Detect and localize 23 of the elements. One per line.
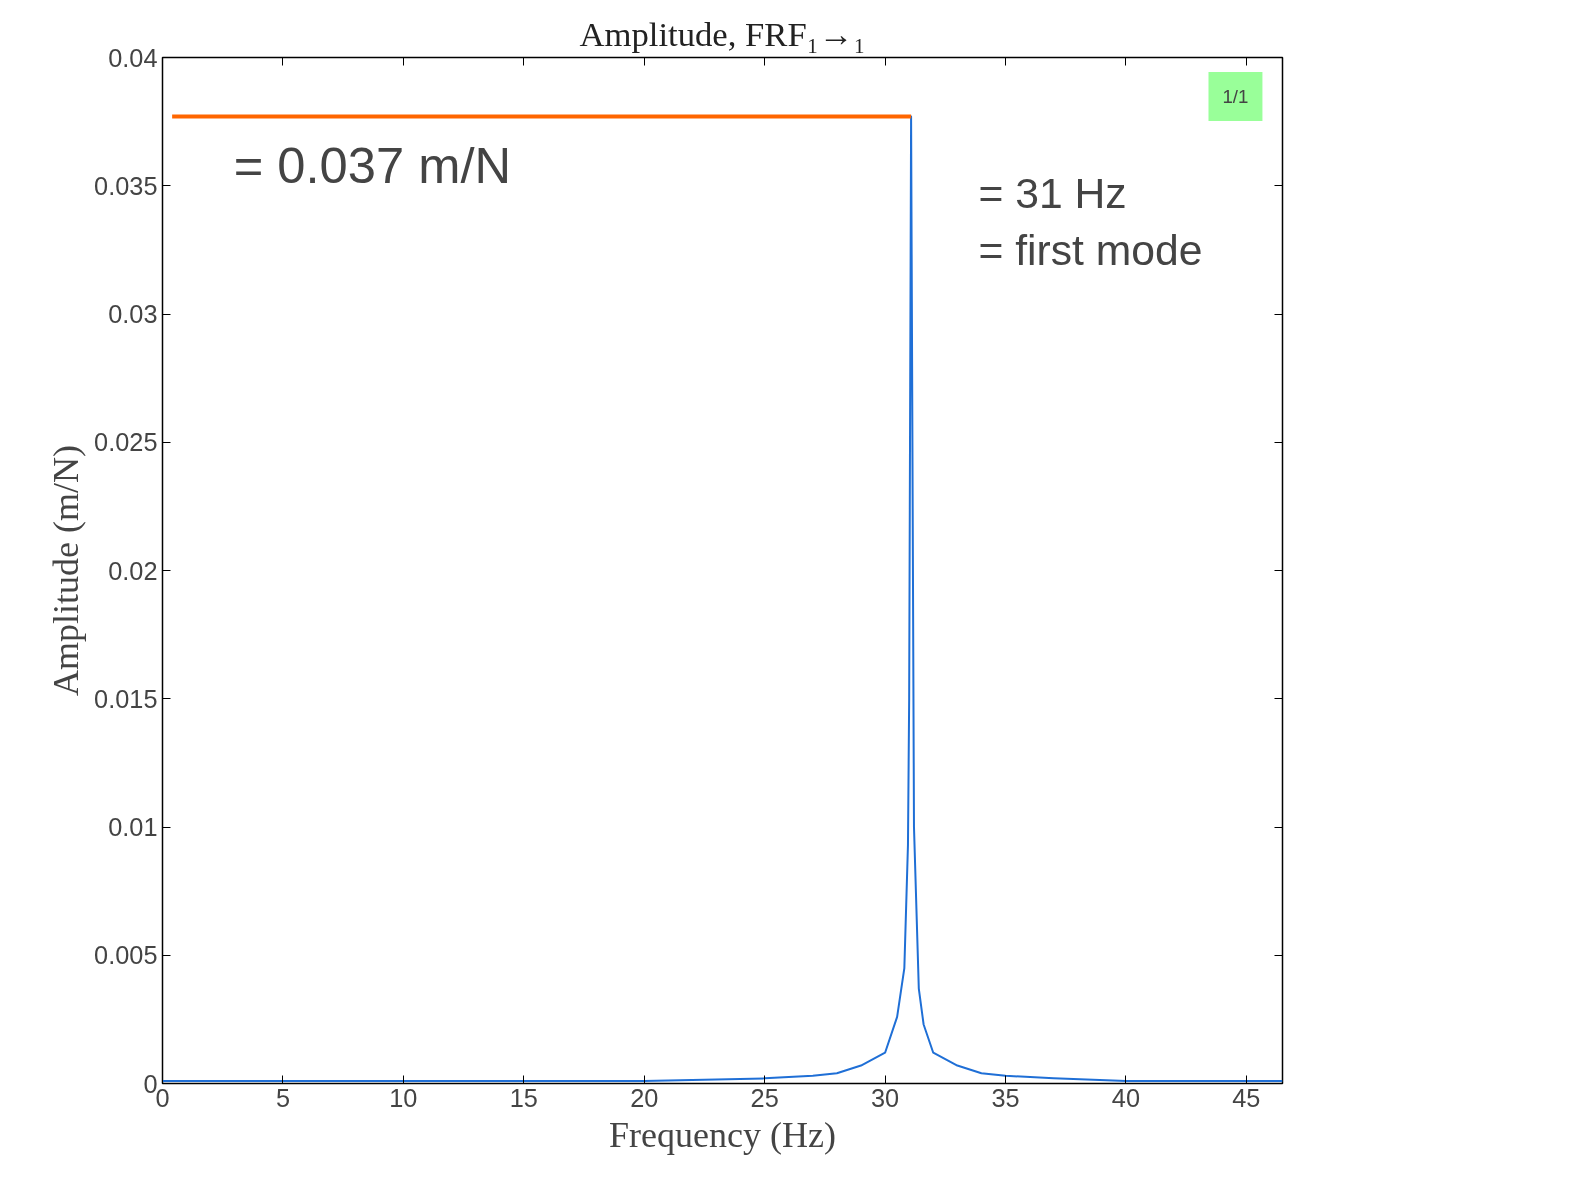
x-tick-label: 40	[1111, 1083, 1141, 1112]
x-tick-label: 15	[509, 1083, 538, 1112]
y-axis-title: Amplitude (m/N)	[46, 445, 87, 696]
y-tick-label: 0.01	[108, 813, 158, 841]
y-tick-label: 0.02	[108, 556, 158, 585]
chart-title: Amplitude, FRF₁→₁	[579, 14, 866, 53]
y-tick-label: 0.04	[108, 43, 158, 72]
y-tick-label: 0.015	[94, 684, 158, 713]
y-tick-label: 0.005	[94, 941, 158, 970]
annotation: = 31 Hz = first mode	[978, 168, 1203, 275]
x-tick-label: 35	[991, 1083, 1020, 1112]
annotation: = 0.037 m/N	[233, 136, 512, 194]
x-tick-label: 30	[870, 1083, 900, 1112]
x-tick-label: 45	[1232, 1083, 1261, 1112]
y-tick-label: 0.025	[94, 428, 158, 457]
y-tick-label: 0.03	[108, 300, 158, 328]
x-tick-label: 20	[630, 1083, 659, 1112]
x-tick-label: 25	[750, 1083, 779, 1112]
annotation: 1/1	[1222, 85, 1249, 107]
x-tick-label: 5	[275, 1083, 290, 1112]
x-tick-label: 10	[389, 1083, 418, 1112]
x-axis-title: Frequency (Hz)	[609, 1114, 836, 1155]
y-tick-label: 0.035	[94, 171, 158, 200]
